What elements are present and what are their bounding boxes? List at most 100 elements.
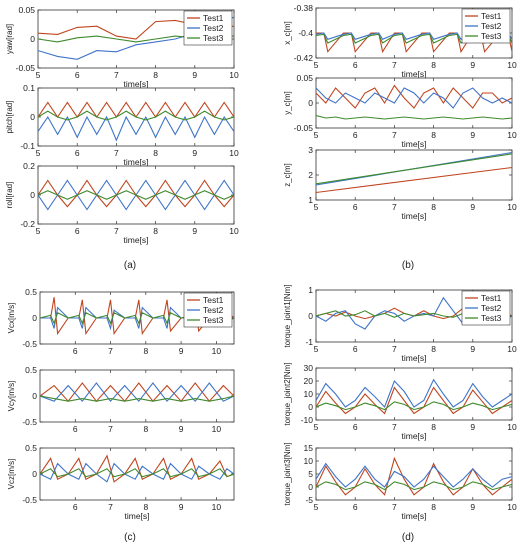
x-tick-label: 7 — [392, 130, 397, 140]
y-tick-label: 0.5 — [25, 287, 37, 297]
y-tick-label: -0.5 — [22, 339, 37, 349]
x-tick-label: 7 — [108, 502, 113, 512]
chart-b-1: -0.42-0.4-0.385 6 7 8 9 10time[s]x_c[m]Test1T… — [283, 3, 517, 79]
y-tick-label: -10 — [301, 415, 314, 425]
x-tick-label: 6 — [353, 60, 358, 70]
plot-area — [39, 447, 235, 501]
legend-entry: Test3 — [481, 31, 502, 41]
series-line-test3 — [316, 401, 512, 411]
y-tick-label: 1 — [308, 195, 313, 205]
x-tick-label: 10 — [507, 60, 517, 70]
y-axis-label: yaw[rad] — [5, 24, 14, 54]
y-tick-label: -0.2 — [20, 219, 35, 229]
x-tick-label: 9 — [470, 344, 475, 354]
x-tick-label: 5 — [314, 60, 319, 70]
y-tick-label: 0 — [308, 402, 313, 412]
y-tick-label: 0 — [308, 311, 313, 321]
chart-a-3: -0.2 0 0.2 5 6 7 8 9 10 time[s] roll[rad] — [5, 161, 239, 245]
plot-area — [315, 447, 513, 501]
chart-a-2: -0.1 0 0.1 5 6 7 8 9 10 time[s] pitch[rad] — [5, 83, 239, 167]
legend-entry: Test1 — [203, 295, 224, 305]
y-tick-label: 0 — [30, 112, 35, 122]
x-tick-label: 7 — [392, 502, 397, 512]
x-tick-label: 6 — [75, 70, 80, 80]
x-axis-label: time[s] — [401, 511, 426, 521]
y-tick-label: 0 — [32, 469, 37, 479]
x-axis-label: time[s] — [123, 235, 148, 245]
y-tick-label: 20 — [304, 376, 314, 386]
x-tick-label: 10 — [229, 226, 239, 236]
x-tick-label: 8 — [431, 344, 436, 354]
x-tick-label: 6 — [353, 422, 358, 432]
x-tick-label: 10 — [507, 502, 517, 512]
series-line-test3 — [40, 395, 234, 402]
series-line-test3 — [316, 114, 512, 120]
x-tick-label: 6 — [353, 202, 358, 212]
y-tick-label: 0.5 — [25, 365, 37, 375]
x-tick-label: 6 — [353, 344, 358, 354]
x-tick-label: 10 — [507, 130, 517, 140]
y-tick-label: -0.05 — [16, 63, 36, 73]
x-tick-label: 7 — [114, 148, 119, 158]
y-tick-label: -5 — [305, 495, 313, 505]
x-tick-label: 6 — [75, 226, 80, 236]
y-tick-label: 1 — [308, 285, 313, 295]
chart-c-3: -0.5 0 0.5 6 7 8 9 10 time[s] Vcz[m/s] — [7, 443, 235, 521]
series-line-test1 — [40, 382, 234, 403]
x-tick-label: 9 — [470, 130, 475, 140]
series-line-test2 — [40, 382, 234, 403]
panel-b: -0.42-0.4-0.385 6 7 8 9 10time[s]x_c[m]Test1T… — [283, 3, 517, 271]
x-tick-label: 7 — [114, 70, 119, 80]
panel-a: -0.05 0 0.05 5 6 7 8 9 10 time[s] yaw[rad] Test1Tes… — [5, 5, 239, 271]
x-tick-label: 9 — [192, 70, 197, 80]
x-axis-label: time[s] — [124, 511, 149, 521]
x-tick-label: 10 — [507, 202, 517, 212]
series-line-test1 — [316, 166, 512, 194]
x-tick-label: 7 — [392, 60, 397, 70]
y-tick-label: -0.5 — [22, 495, 37, 505]
y-axis-label: roll[rad] — [5, 182, 14, 209]
y-tick-label: 3 — [308, 145, 313, 155]
y-tick-label: -0.42 — [294, 53, 314, 63]
series-line-test2 — [38, 115, 234, 142]
legend-entry: Test2 — [203, 305, 224, 315]
x-tick-label: 6 — [73, 424, 78, 434]
x-tick-label: 5 — [314, 422, 319, 432]
x-axis-label: time[s] — [123, 79, 148, 89]
x-tick-label: 8 — [431, 502, 436, 512]
x-tick-label: 9 — [470, 422, 475, 432]
series-line-test1 — [316, 386, 512, 415]
y-tick-label: 0.05 — [296, 73, 313, 83]
y-axis-label: y_c[m] — [283, 91, 292, 115]
series-line-test3 — [40, 468, 234, 478]
x-axis-label: time[s] — [401, 69, 426, 79]
y-tick-label: 0 — [32, 391, 37, 401]
x-tick-label: 6 — [353, 502, 358, 512]
x-tick-label: 9 — [192, 148, 197, 158]
x-axis-label: time[s] — [401, 139, 426, 149]
x-tick-label: 7 — [392, 202, 397, 212]
x-tick-label: 7 — [392, 344, 397, 354]
y-axis-label: torque_joint1[Nm] — [283, 284, 292, 347]
plot-area — [37, 87, 235, 147]
x-tick-label: 9 — [192, 226, 197, 236]
y-axis-label: torque_joint3[Nm] — [283, 442, 292, 505]
series-line-test1 — [316, 456, 512, 496]
y-tick-label: 0.05 — [18, 5, 35, 15]
legend-entry: Test3 — [481, 313, 502, 323]
series-line-test3 — [316, 153, 512, 185]
legend-entry: Test2 — [203, 23, 224, 33]
panel-label: (b) — [402, 260, 414, 271]
x-tick-label: 8 — [153, 148, 158, 158]
y-tick-label: 15 — [304, 443, 314, 453]
series-line-test3 — [316, 481, 512, 491]
y-axis-label: torque_joint2[Nm] — [283, 362, 292, 425]
x-tick-label: 10 — [507, 344, 517, 354]
x-tick-label: 5 — [36, 226, 41, 236]
x-tick-label: 6 — [75, 148, 80, 158]
x-tick-label: 10 — [212, 346, 222, 356]
